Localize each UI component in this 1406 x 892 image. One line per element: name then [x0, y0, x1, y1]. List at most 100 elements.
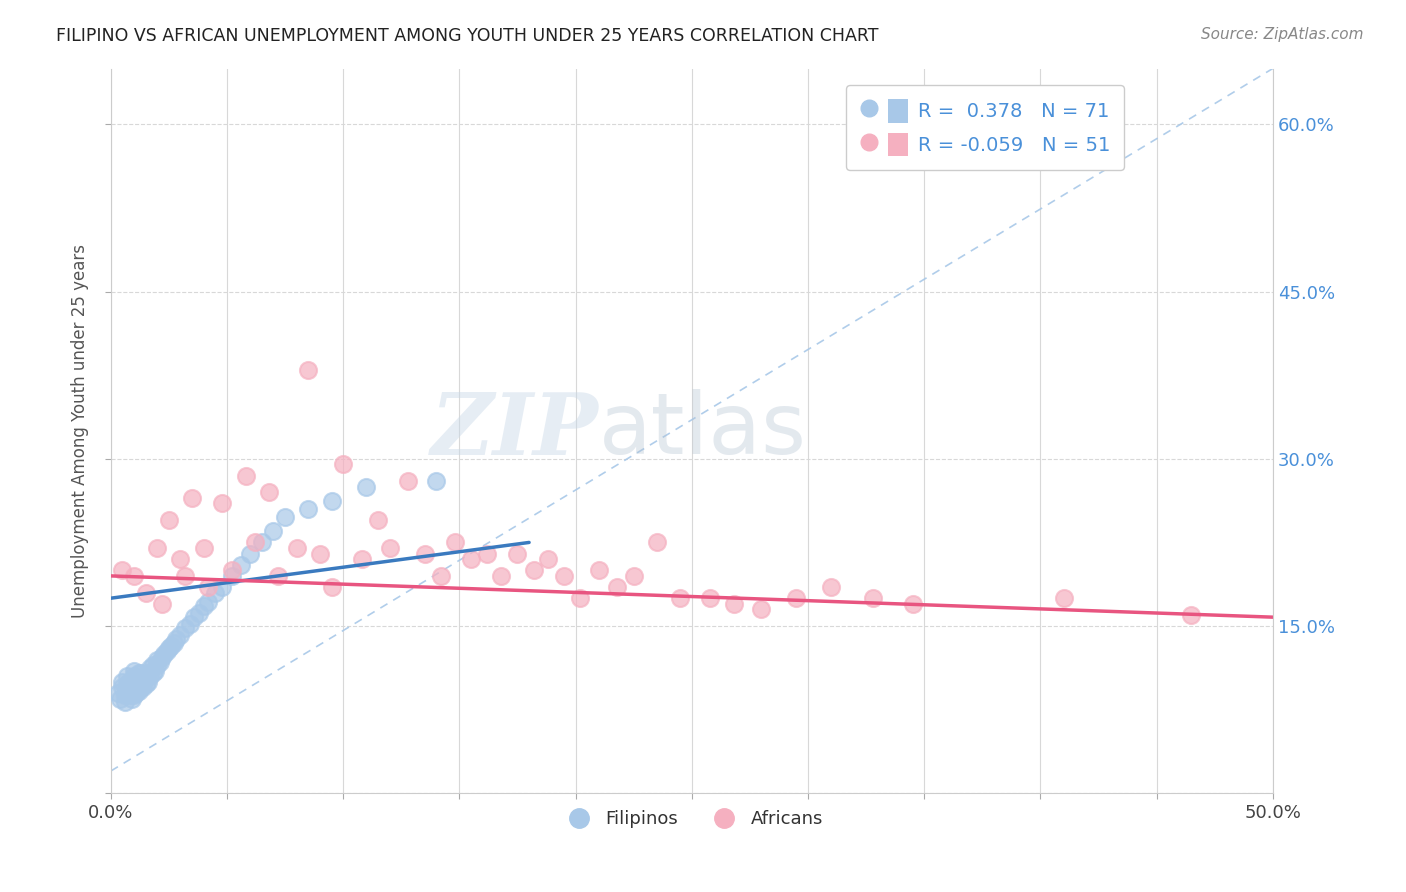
Point — [160, 639, 183, 653]
Point — [169, 628, 191, 642]
Point — [118, 688, 141, 702]
Point — [121, 686, 143, 700]
Point — [122, 688, 145, 702]
Point — [193, 599, 215, 613]
Point — [136, 665, 159, 680]
Point — [150, 597, 173, 611]
Point — [129, 665, 152, 680]
Point — [132, 681, 155, 695]
Point — [221, 569, 243, 583]
Point — [122, 669, 145, 683]
Point — [429, 569, 451, 583]
Point — [174, 621, 197, 635]
Point — [367, 513, 389, 527]
Point — [699, 591, 721, 606]
Point — [285, 541, 308, 555]
Legend: Filipinos, Africans: Filipinos, Africans — [554, 803, 830, 835]
Y-axis label: Unemployment Among Youth under 25 years: Unemployment Among Youth under 25 years — [72, 244, 89, 618]
Point — [146, 652, 169, 666]
Point — [142, 658, 165, 673]
Point — [606, 580, 628, 594]
Point — [169, 552, 191, 566]
Point — [221, 563, 243, 577]
Point — [350, 552, 373, 566]
Point — [132, 673, 155, 687]
Point — [537, 552, 560, 566]
Point — [785, 591, 807, 606]
Point — [523, 563, 546, 577]
Point — [129, 674, 152, 689]
Point — [148, 655, 170, 669]
Point — [197, 594, 219, 608]
Point — [751, 602, 773, 616]
Point — [121, 673, 143, 687]
Point — [460, 552, 482, 566]
Point — [183, 610, 205, 624]
Text: atlas: atlas — [599, 390, 807, 473]
Point — [179, 616, 201, 631]
Point — [181, 491, 204, 505]
Point — [157, 641, 180, 656]
Point — [723, 597, 745, 611]
Point — [146, 541, 169, 555]
Point — [121, 681, 143, 695]
Point — [204, 585, 226, 599]
Point — [122, 674, 145, 689]
Point — [820, 580, 842, 594]
Point — [153, 647, 176, 661]
Point — [174, 569, 197, 583]
Point — [129, 681, 152, 695]
Point — [378, 541, 401, 555]
Point — [115, 677, 138, 691]
Point — [136, 674, 159, 689]
Point — [162, 636, 184, 650]
Point — [413, 547, 436, 561]
Point — [125, 681, 148, 695]
Point — [262, 524, 284, 539]
Point — [122, 664, 145, 678]
Point — [114, 695, 136, 709]
Text: FILIPINO VS AFRICAN UNEMPLOYMENT AMONG YOUTH UNDER 25 YEARS CORRELATION CHART: FILIPINO VS AFRICAN UNEMPLOYMENT AMONG Y… — [56, 27, 879, 45]
Point — [111, 681, 134, 695]
Text: ZIP: ZIP — [430, 389, 599, 473]
Point — [193, 541, 215, 555]
Point — [114, 688, 136, 702]
Point — [125, 686, 148, 700]
Point — [588, 563, 610, 577]
Point — [108, 691, 131, 706]
Point — [128, 665, 150, 680]
Point — [243, 535, 266, 549]
Point — [197, 580, 219, 594]
Point — [477, 547, 499, 561]
Point — [669, 591, 692, 606]
Point — [425, 474, 447, 488]
Point — [309, 547, 332, 561]
Point — [274, 509, 297, 524]
Point — [146, 658, 169, 673]
Point — [250, 535, 273, 549]
Point — [111, 674, 134, 689]
Point — [135, 677, 157, 691]
Point — [553, 569, 575, 583]
Point — [135, 669, 157, 683]
Point — [122, 679, 145, 693]
Point — [396, 474, 419, 488]
Point — [122, 683, 145, 698]
Point — [165, 632, 187, 647]
Point — [128, 683, 150, 698]
Point — [211, 496, 233, 510]
Point — [150, 650, 173, 665]
Point — [139, 669, 162, 683]
Point — [257, 485, 280, 500]
Point — [239, 547, 262, 561]
Point — [645, 535, 668, 549]
Point — [235, 468, 257, 483]
Point — [128, 677, 150, 691]
Point — [118, 674, 141, 689]
Point — [623, 569, 645, 583]
Point — [125, 674, 148, 689]
Text: Source: ZipAtlas.com: Source: ZipAtlas.com — [1201, 27, 1364, 42]
Point — [1180, 607, 1202, 622]
Point — [115, 683, 138, 698]
Point — [188, 606, 211, 620]
